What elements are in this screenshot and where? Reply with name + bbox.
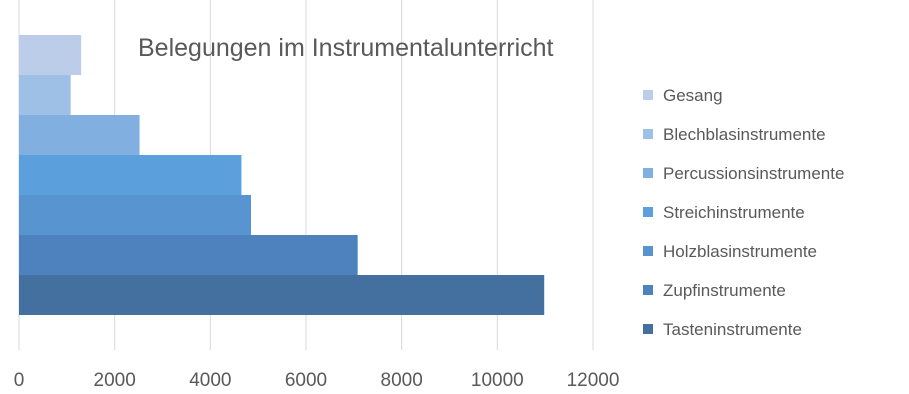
- legend-label: Holzblasinstrumente: [663, 242, 817, 261]
- bar-percussionsinstrumente: [19, 115, 140, 155]
- legend-swatch: [643, 285, 653, 295]
- x-tick-label: 12000: [567, 370, 620, 391]
- bar-tasteninstrumente: [19, 275, 545, 315]
- x-tick-label: 6000: [285, 370, 327, 391]
- bars: [19, 35, 545, 315]
- legend-label: Blechblasinstrumente: [663, 125, 826, 144]
- x-tick-label: 4000: [189, 370, 231, 391]
- bar-streichinstrumente: [19, 155, 242, 195]
- legend-label: Gesang: [663, 86, 723, 105]
- x-tick-label: 8000: [381, 370, 423, 391]
- legend-swatch: [643, 324, 653, 334]
- legend-swatch: [643, 129, 653, 139]
- bar-zupfinstrumente: [19, 235, 358, 275]
- x-tick-label: 2000: [94, 370, 136, 391]
- x-axis-ticks: 0 2000 4000 6000 8000 10000 12000: [14, 370, 620, 391]
- legend-label: Zupfinstrumente: [663, 281, 786, 300]
- legend-label: Streichinstrumente: [663, 203, 805, 222]
- x-tick-label: 10000: [471, 370, 524, 391]
- legend-label: Tasteninstrumente: [663, 320, 802, 339]
- bar-gesang: [19, 35, 82, 75]
- chart-title: Belegungen im Instrumentalunterricht: [138, 34, 554, 62]
- bar-blechblasinstrumente: [19, 75, 71, 115]
- x-tick-label: 0: [14, 370, 25, 391]
- legend-swatch: [643, 207, 653, 217]
- legend-swatch: [643, 90, 653, 100]
- legend-swatch: [643, 246, 653, 256]
- legend: Gesang Blechblasinstrumente Percussionsins…: [643, 86, 844, 339]
- bar-holzblasinstrumente: [19, 195, 251, 235]
- legend-swatch: [643, 168, 653, 178]
- legend-label: Percussionsinstrumente: [663, 164, 844, 183]
